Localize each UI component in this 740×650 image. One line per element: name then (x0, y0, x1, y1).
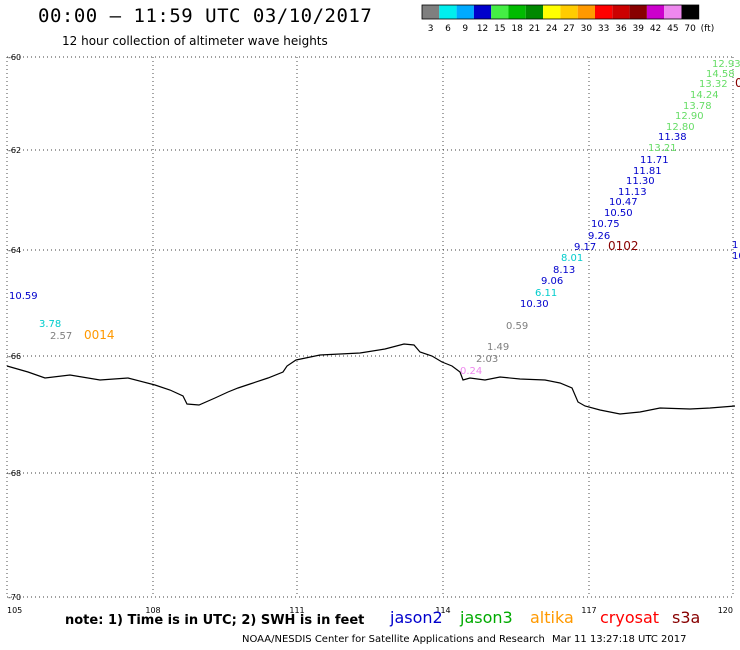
footer-note: note: 1) Time is in UTC; 2) SWH is in fe… (65, 613, 365, 628)
wave-height-label: 11.38 (658, 132, 687, 143)
pass-id-label: 0102 (608, 239, 639, 253)
longitude-label: 120 (718, 606, 733, 615)
wave-height-label: 13.78 (683, 101, 712, 112)
legend-swatch (439, 5, 457, 19)
map-subtitle: 12 hour collection of altimeter wave hei… (62, 34, 328, 48)
wave-height-label: 8.13 (553, 265, 575, 276)
legend-label: 12 (477, 24, 488, 34)
wave-height-label: 1.49 (487, 342, 509, 353)
wave-height-label: 11.30 (626, 176, 655, 187)
legend-swatch (508, 5, 526, 19)
wave-height-label: 9.06 (541, 276, 563, 287)
legend-label: 39 (633, 24, 645, 34)
satellite-s3a: s3a (672, 608, 701, 627)
credit-line: NOAA/NESDIS Center for Satellite Applica… (242, 634, 545, 645)
legend-swatch (612, 5, 630, 19)
pass-id-label: 0014 (84, 328, 115, 342)
wave-height-label: 12.80 (666, 122, 695, 133)
observation-labels: 12.9314.5813.3214.2413.7812.9012.8011.38… (9, 59, 740, 377)
latitude-label: -64 (8, 246, 21, 255)
legend-swatch (681, 5, 699, 19)
legend-swatch (595, 5, 613, 19)
legend-label: 21 (529, 24, 540, 34)
legend-swatch (560, 5, 578, 19)
legend-label: (ft) (701, 24, 715, 34)
legend-label: 30 (581, 24, 593, 34)
legend-swatch (473, 5, 492, 19)
legend-swatch (543, 5, 561, 19)
antarctic-coastline (6, 343, 736, 415)
legend-label: 70 (684, 24, 696, 34)
longitude-label: 117 (581, 606, 596, 615)
legend-label: 27 (563, 24, 574, 34)
lat-lon-grid: -60 -62 -64 -66 -68 -70 105 108 111 114 117 120 (6, 53, 734, 615)
wave-height-label: 2.57 (50, 331, 72, 342)
latitude-label: -68 (8, 469, 21, 478)
wave-height-label: 10.59 (9, 291, 38, 302)
latitude-label: -70 (8, 593, 21, 602)
legend-label: 18 (511, 24, 523, 34)
wave-height-label: 9.17 (574, 242, 596, 253)
legend-swatch (577, 5, 595, 19)
wave-height-label: 0.24 (460, 366, 482, 377)
satellite-altika: altika (530, 608, 574, 627)
legend-swatch (456, 5, 474, 19)
legend-label: 15 (494, 24, 505, 34)
wave-height-label: 14.24 (690, 90, 719, 101)
wave-height-label: 10.47 (609, 197, 638, 208)
latitude-label: -62 (8, 146, 21, 155)
legend-label: 45 (667, 24, 678, 34)
wave-height-label: 11.13 (618, 187, 647, 198)
wave-height-label: 9.26 (588, 231, 610, 242)
wave-height-label: 3.78 (39, 319, 61, 330)
wave-height-label: 11.81 (633, 166, 662, 177)
legend-label: 33 (598, 24, 609, 34)
generation-timestamp: Mar 11 13:27:18 UTC 2017 (552, 634, 687, 645)
wave-height-label: 13.21 (648, 143, 677, 154)
wave-height-label: 12.90 (675, 111, 704, 122)
wave-height-label: 10.50 (604, 208, 633, 219)
wave-height-label: 2.03 (476, 354, 498, 365)
legend-label: 6 (445, 24, 451, 34)
wave-height-label: 10.30 (520, 299, 549, 310)
legend-label: 9 (462, 24, 468, 34)
wave-height-label: 8.01 (561, 253, 583, 264)
longitude-label: 111 (289, 606, 304, 615)
legend-swatch (664, 5, 682, 19)
legend-label: 3 (428, 24, 434, 34)
pass-id-label: 0 (735, 76, 740, 90)
wave-height-label: 13.32 (699, 79, 728, 90)
color-legend: 3 6 9 12 15 18 21 24 27 30 33 36 39 42 45 70 (ft) (421, 4, 715, 34)
wave-height-label: 14.58 (706, 69, 735, 80)
wave-height-label: 10.75 (591, 219, 620, 230)
satellite-cryosat: cryosat (600, 608, 660, 627)
legend-swatch (422, 5, 440, 19)
wave-height-label: 11.71 (640, 155, 669, 166)
wave-height-label: 12.93 (712, 59, 740, 70)
longitude-label: 114 (435, 606, 450, 615)
wave-height-label: 10 (732, 251, 740, 262)
latitude-label: -60 (8, 53, 21, 62)
legend-swatch (525, 5, 544, 19)
longitude-label: 105 (7, 606, 22, 615)
legend-label: 42 (650, 24, 661, 34)
legend-label: 36 (615, 24, 627, 34)
satellite-jason2: jason2 (390, 608, 443, 627)
latitude-label: -66 (8, 352, 21, 361)
legend-label: 24 (546, 24, 558, 34)
legend-swatch (491, 5, 509, 19)
legend-swatch (646, 5, 665, 19)
wave-height-label: 1 (732, 240, 738, 251)
wave-height-label: 0.59 (506, 321, 528, 332)
map-title: 00:00 – 11:59 UTC 03/10/2017 (38, 5, 373, 27)
longitude-label: 108 (145, 606, 160, 615)
legend-swatch (629, 5, 647, 19)
wave-height-label: 6.11 (535, 288, 557, 299)
satellite-jason3: jason3 (460, 608, 513, 627)
